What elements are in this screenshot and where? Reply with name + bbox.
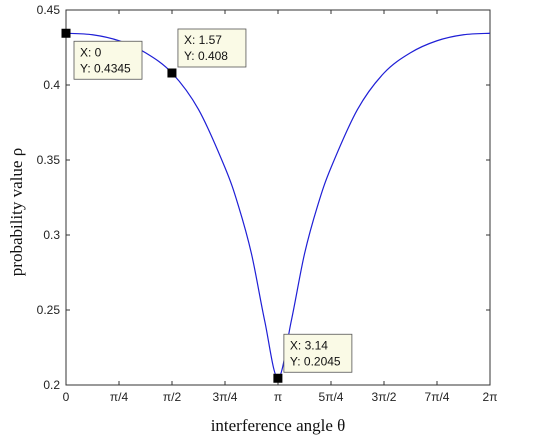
datatip: X: 3.14 Y: 0.2045 [273,333,353,383]
x-tick-label: π/4 [110,390,129,404]
x-tick-label: 3π/2 [372,390,397,404]
datatips: X: 0 Y: 0.4345 X: 1.57 Y: 0.408 X: 3.14 Y: 0.… [61,28,353,383]
y-axis-label: probability value ρ [7,148,26,276]
datatip: X: 1.57 Y: 0.408 [167,28,247,78]
datatip-x-text: X: 1.57 [184,33,222,47]
series-line [65,32,491,379]
datatip-box [73,40,143,80]
datatip-x-text: X: 0 [80,45,102,59]
x-tick-label: 2π [483,390,498,404]
x-tick-label: π [274,390,282,404]
x-axis-label: interference angle θ [211,416,346,435]
datatip-marker [167,68,177,78]
datatip-y-text: Y: 0.408 [184,49,228,63]
x-tick-label: 5π/4 [319,390,344,404]
series-layer [65,32,491,379]
datatip-marker [273,373,283,383]
datatip-box [283,333,353,373]
y-tick-label: 0.45 [37,3,61,17]
datatip-y-text: Y: 0.4345 [80,61,131,75]
datatip-marker [61,28,71,38]
x-tick-label: π/2 [163,390,182,404]
y-tick-label: 0.2 [43,378,60,392]
datatip: X: 0 Y: 0.4345 [61,28,143,80]
y-tick-label: 0.4 [43,78,60,92]
tick-marks: 0 π/4 π/2 3π/4 π 5π/4 3π/2 7π/4 2π 0.2 0.25 0.3 0.35… [37,3,498,404]
x-tick-label: 3π/4 [213,390,238,404]
datatip-box [177,28,247,68]
y-tick-label: 0.3 [43,228,60,242]
datatip-x-text: X: 3.14 [290,338,328,352]
datatip-y-text: Y: 0.2045 [290,354,341,368]
y-tick-label: 0.25 [37,303,61,317]
y-tick-label: 0.35 [37,153,61,167]
x-tick-label: 0 [63,390,70,404]
x-tick-label: 7π/4 [425,390,450,404]
